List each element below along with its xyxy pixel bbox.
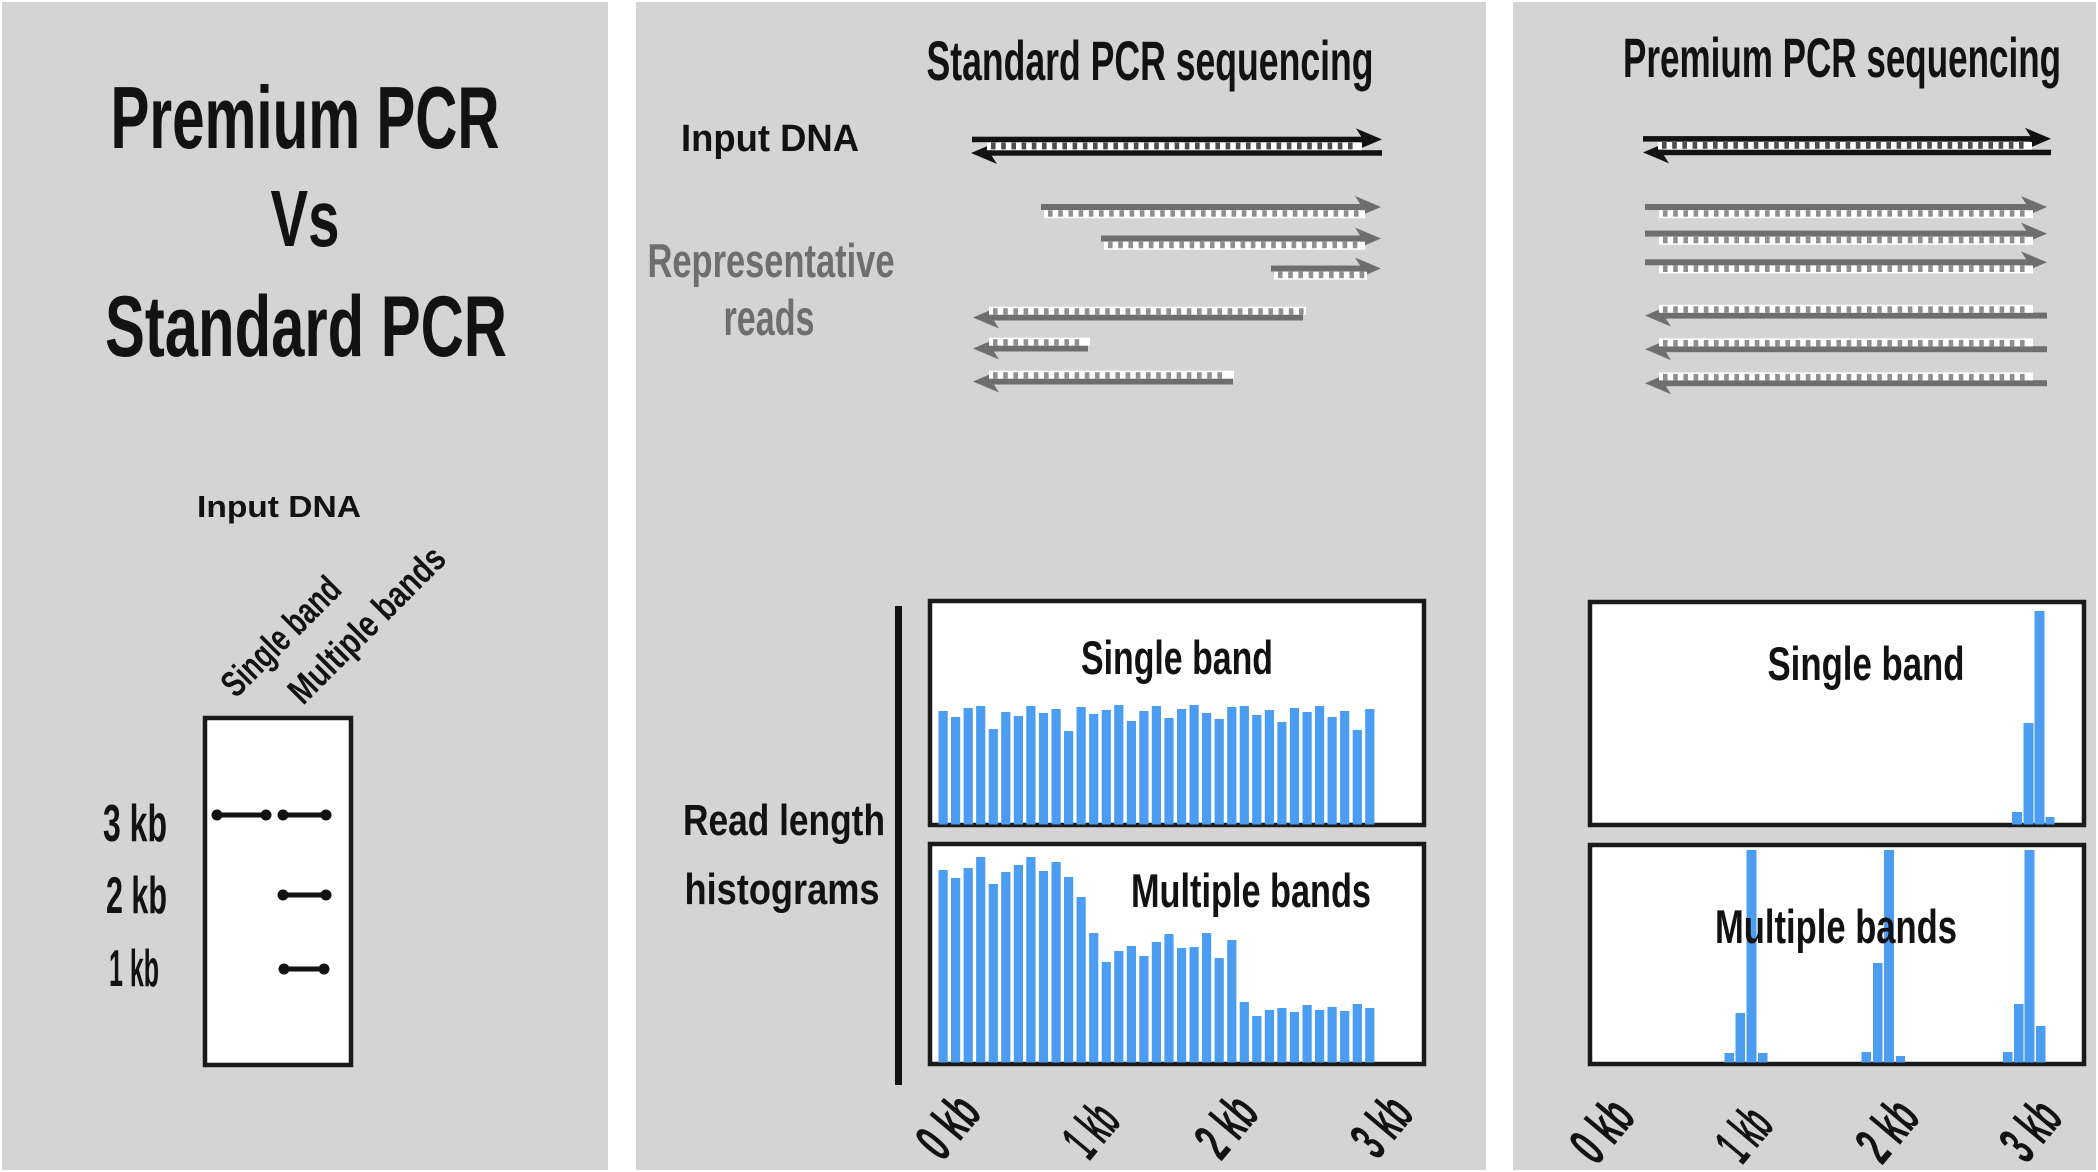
svg-text:Standard PCR: Standard PCR	[105, 279, 507, 375]
svg-text:Multiple bands: Multiple bands	[1715, 900, 1957, 953]
svg-text:Single band: Single band	[1081, 631, 1273, 684]
svg-text:histograms: histograms	[685, 865, 880, 914]
svg-text:Vs: Vs	[271, 174, 340, 263]
svg-text:Multiple bands: Multiple bands	[1131, 864, 1371, 917]
svg-text:2 kb: 2 kb	[106, 867, 167, 925]
svg-text:Read length: Read length	[683, 796, 885, 845]
svg-text:3 kb: 3 kb	[103, 795, 167, 853]
svg-text:Representative: Representative	[648, 234, 895, 287]
svg-text:Single band: Single band	[1768, 637, 1965, 690]
svg-text:Premium PCR: Premium PCR	[111, 68, 500, 167]
svg-text:Input DNA: Input DNA	[197, 489, 361, 524]
svg-text:Input DNA: Input DNA	[681, 118, 859, 160]
svg-text:Standard PCR sequencing: Standard PCR sequencing	[927, 29, 1374, 92]
svg-text:reads: reads	[724, 290, 815, 346]
svg-text:1 kb: 1 kb	[109, 940, 159, 998]
svg-text:Premium PCR sequencing: Premium PCR sequencing	[1623, 26, 2061, 89]
